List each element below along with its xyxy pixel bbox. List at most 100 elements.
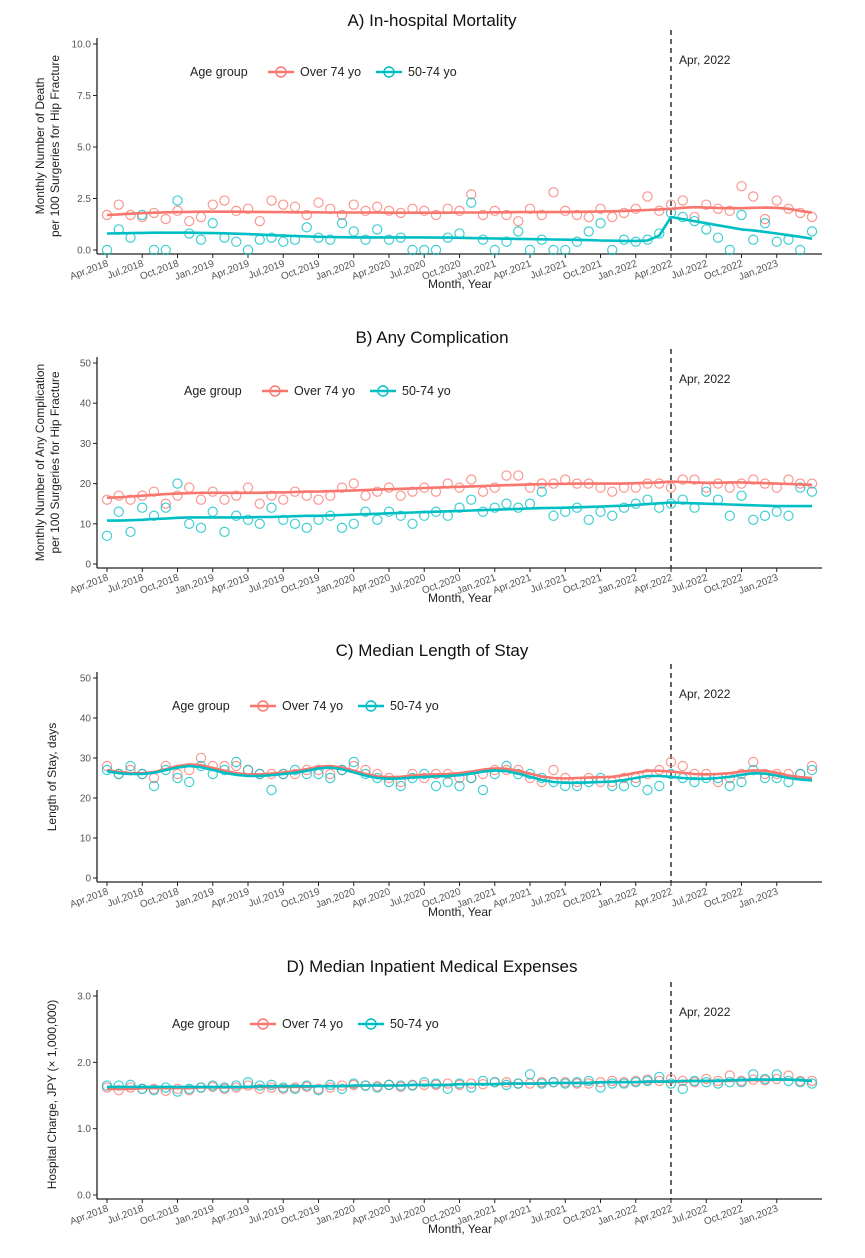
panel-c: C) Median Length of Stay 0 10 20 30 40 50 Lengt…: [45, 641, 822, 919]
data-point: [806, 1078, 818, 1089]
data-point: [195, 494, 207, 505]
data-point: [360, 205, 371, 217]
legend-key-point: [383, 66, 395, 78]
x-tick-label: Jan,2022: [596, 886, 639, 911]
trend-line-50-74: [107, 1078, 813, 1089]
data-point: [607, 510, 618, 521]
data-point: [313, 494, 324, 505]
data-point: [595, 506, 606, 517]
y-tick-label: 0.0: [77, 1191, 91, 1202]
y-tick-label: 10.0: [72, 40, 92, 51]
data-point: [454, 205, 465, 217]
data-point: [336, 1083, 348, 1095]
panel-a: A) In-hospital Mortality 0.0 2.5 5.0 7.5 10.0…: [33, 11, 822, 291]
x-tick-label: Oct,2021: [562, 258, 604, 282]
data-point: [266, 232, 277, 243]
data-point: [325, 234, 336, 245]
data-point: [372, 486, 383, 497]
legend-title: Age group: [184, 384, 242, 398]
x-tick-label: Jan,2023: [737, 1203, 780, 1228]
data-point: [524, 482, 536, 493]
data-point: [759, 218, 771, 229]
data-point: [477, 486, 489, 497]
y-tick-label: 2.0: [77, 1058, 91, 1069]
data-point: [219, 195, 230, 206]
data-point: [383, 234, 395, 245]
legend: Age group Over 74 yo 50-74 yo: [190, 65, 457, 79]
data-point: [254, 215, 265, 227]
data-point: [172, 772, 183, 784]
data-point: [160, 502, 171, 513]
data-point: [795, 207, 806, 219]
data-point: [254, 498, 265, 509]
y-tick-label: 1.0: [77, 1124, 91, 1135]
annotation-label: Apr, 2022: [679, 372, 731, 386]
data-point: [466, 197, 477, 208]
data-point: [748, 514, 759, 525]
trend-line-over-74: [106, 763, 813, 780]
data-point: [665, 482, 677, 493]
data-point: [736, 209, 747, 221]
legend-item-over-74: Over 74 yo: [282, 699, 343, 713]
data-point: [654, 228, 665, 239]
data-point: [101, 494, 113, 505]
data-point: [242, 514, 254, 525]
data-point: [372, 1082, 383, 1093]
x-tick-label: Jan,2023: [737, 572, 780, 597]
data-point: [184, 776, 195, 788]
data-point: [289, 1083, 301, 1095]
data-point: [219, 526, 230, 538]
data-point: [148, 486, 160, 497]
data-point: [325, 1082, 336, 1093]
data-point: [806, 764, 818, 776]
trend-line-over-74: [106, 205, 813, 217]
y-tick-label: 7.5: [77, 91, 91, 102]
x-axis-label: Month, Year: [428, 1222, 492, 1236]
data-point: [207, 1080, 218, 1091]
data-point: [677, 494, 688, 505]
x-tick-label: Apr,2019: [210, 572, 252, 596]
data-point: [548, 187, 559, 198]
data-point: [419, 244, 430, 256]
data-point: [642, 768, 653, 780]
data-point: [607, 244, 618, 256]
data-point: [172, 478, 183, 489]
series-over-74: [101, 180, 818, 227]
y-axis-label: per 100 Surgeries for Hip Fracture: [48, 55, 62, 237]
x-tick-label: Jan,2022: [596, 258, 639, 283]
data-point: [301, 209, 312, 221]
data-point: [806, 226, 818, 237]
data-point: [513, 470, 524, 481]
data-point: [477, 784, 489, 796]
legend: Age group Over 74 yo 50-74 yo: [172, 1017, 439, 1031]
x-tick-label: Oct,2018: [139, 1203, 181, 1227]
data-point: [148, 780, 160, 792]
data-point: [254, 234, 265, 245]
data-point: [501, 1077, 512, 1088]
data-point: [748, 756, 759, 768]
data-point: [454, 780, 465, 792]
data-point: [689, 474, 700, 485]
data-point: [442, 776, 453, 788]
data-point: [125, 760, 136, 772]
data-point: [571, 209, 583, 221]
data-point: [748, 1069, 759, 1080]
data-point: [383, 205, 395, 217]
data-point: [148, 510, 160, 521]
data-point: [336, 218, 348, 229]
legend-item-over-74: Over 74 yo: [282, 1017, 343, 1031]
x-tick-label: Apr,2019: [210, 886, 252, 910]
y-axis-label: per 100 Surgeries for Hip Fracture: [48, 371, 62, 553]
trend-line-50-74: [106, 764, 813, 785]
data-point: [348, 478, 359, 489]
y-tick-label: 40: [80, 399, 92, 410]
data-point: [278, 199, 289, 210]
data-point: [160, 213, 171, 225]
y-tick-label: 30: [80, 754, 92, 765]
data-point: [113, 506, 124, 517]
x-tick-label: Apr,2018: [69, 886, 111, 910]
x-axis-label: Month, Year: [428, 905, 492, 919]
data-point: [806, 486, 818, 497]
y-tick-label: 10: [80, 834, 92, 845]
